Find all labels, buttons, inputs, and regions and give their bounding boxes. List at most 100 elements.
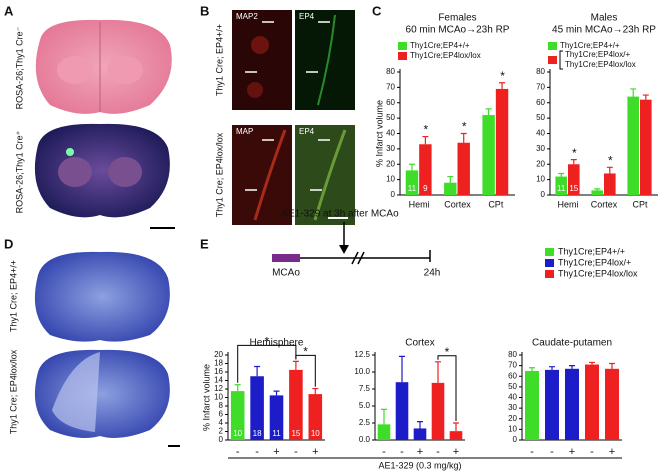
y-tick-label: 10 xyxy=(508,424,517,433)
y-tick-label: 70 xyxy=(536,82,545,91)
brain-image xyxy=(34,123,175,229)
bar xyxy=(377,424,391,440)
n-label: 11 xyxy=(557,184,566,193)
x-tick-label: - xyxy=(400,446,404,458)
bar xyxy=(395,382,409,440)
y-axis-label: % Infarct volume xyxy=(374,100,384,167)
y-tick-label: 10 xyxy=(214,393,223,402)
error-bar xyxy=(549,366,555,370)
y-tick-label: 0.0 xyxy=(359,435,371,444)
bar xyxy=(250,376,264,440)
y-tick-label: 60 xyxy=(386,98,395,107)
bar xyxy=(230,391,245,440)
bar xyxy=(482,115,495,195)
legend-label: Thy1Cre;EP4lox/lox xyxy=(558,268,638,278)
significance: * xyxy=(462,120,467,134)
y-tick-label: 70 xyxy=(386,82,395,91)
bar xyxy=(605,368,619,440)
error-bar xyxy=(630,88,637,97)
x-tick-label: Cortex xyxy=(591,199,618,209)
x-axis-label: AE1-329 (0.3 mg/kg) xyxy=(378,460,461,470)
x-tick-label: - xyxy=(436,446,440,458)
chart-title: Males xyxy=(591,13,618,24)
row-label: Thy1 Cre; EP4lox/lox xyxy=(214,132,224,217)
timeline xyxy=(272,222,431,265)
bar xyxy=(413,428,427,440)
x-tick-label: - xyxy=(590,446,594,458)
x-tick-label: + xyxy=(609,446,615,458)
y-tick-label: 40 xyxy=(386,129,395,138)
error-bar xyxy=(570,159,577,165)
error-bar xyxy=(417,421,423,429)
x-tick-label: + xyxy=(417,446,423,458)
bar xyxy=(604,173,616,195)
chart-subtitle: 60 min MCAo→23h RP xyxy=(406,25,510,36)
bar xyxy=(585,364,599,440)
bar xyxy=(565,368,579,440)
y-tick-label: 0 xyxy=(541,190,546,199)
y-tick-label: 6 xyxy=(219,410,224,419)
significance: * xyxy=(572,146,577,160)
y-tick-label: 12 xyxy=(214,384,223,393)
bar xyxy=(449,431,463,440)
y-tick-label: 20 xyxy=(386,159,395,168)
error-bar xyxy=(273,390,280,396)
y-tick-label: 2.5 xyxy=(359,418,371,427)
bar xyxy=(289,369,303,440)
stain-label: EP4 xyxy=(299,127,315,136)
y-tick-label: 70 xyxy=(508,361,517,370)
y-tick-label: 30 xyxy=(508,403,517,412)
significance: * xyxy=(445,345,450,359)
significance: * xyxy=(264,335,269,349)
error-bar xyxy=(435,361,441,383)
error-bar xyxy=(589,361,595,365)
panel-letter: E xyxy=(200,236,209,251)
legend-swatch xyxy=(545,259,554,267)
y-tick-label: 10 xyxy=(386,175,395,184)
y-axis-label: % Infarct volume xyxy=(201,364,211,431)
y-tick-label: 0 xyxy=(391,190,396,199)
x-tick-label: + xyxy=(273,446,279,458)
panel-letter: C xyxy=(372,3,382,18)
error-bar xyxy=(606,166,613,174)
bar xyxy=(525,370,539,440)
x-tick-label: Hemi xyxy=(409,199,430,209)
row-label: Thy1 Cre; EP4+/+ xyxy=(214,24,224,96)
y-tick-label: 5.0 xyxy=(359,401,371,410)
error-bar xyxy=(609,362,615,369)
error-bar xyxy=(499,82,506,89)
error-bar xyxy=(399,355,405,383)
error-bar xyxy=(422,135,429,145)
error-bar xyxy=(408,163,415,171)
error-bar xyxy=(569,365,575,369)
x-tick-label: - xyxy=(550,446,554,458)
n-label: 11 xyxy=(408,184,417,193)
error-bar xyxy=(312,387,319,395)
legend-swatch xyxy=(398,52,407,60)
chart-subtitle: 45 min MCAo→23h RP xyxy=(552,25,656,36)
x-tick-label: Hemi xyxy=(557,199,578,209)
legend-swatch xyxy=(398,42,407,50)
chart-title: Cortex xyxy=(405,338,434,349)
y-tick-label: 16 xyxy=(214,367,223,376)
significance: * xyxy=(500,69,505,83)
y-tick-label: 40 xyxy=(536,129,545,138)
row-label: ROSA-26;Thy1 Cre⁺ xyxy=(14,130,24,213)
error-bar xyxy=(453,422,459,432)
x-tick-label: CPt xyxy=(632,199,648,209)
y-tick-label: 30 xyxy=(386,144,395,153)
panel-letter: A xyxy=(4,3,14,18)
y-tick-label: 4 xyxy=(219,418,224,427)
y-tick-label: 20 xyxy=(536,159,545,168)
x-tick-label: CPt xyxy=(488,199,504,209)
y-tick-label: 18 xyxy=(214,359,223,368)
x-tick-label: - xyxy=(236,446,240,458)
n-label: 15 xyxy=(569,184,578,193)
x-tick-label: + xyxy=(453,446,459,458)
error-bar xyxy=(558,172,565,177)
y-tick-label: 7.5 xyxy=(359,384,371,393)
y-tick-label: 12.5 xyxy=(354,350,370,359)
chart-title: Hemisphere xyxy=(250,338,304,349)
legend-label: Thy1Cre;EP4lox/lox xyxy=(410,51,481,60)
y-tick-label: 40 xyxy=(508,393,517,402)
